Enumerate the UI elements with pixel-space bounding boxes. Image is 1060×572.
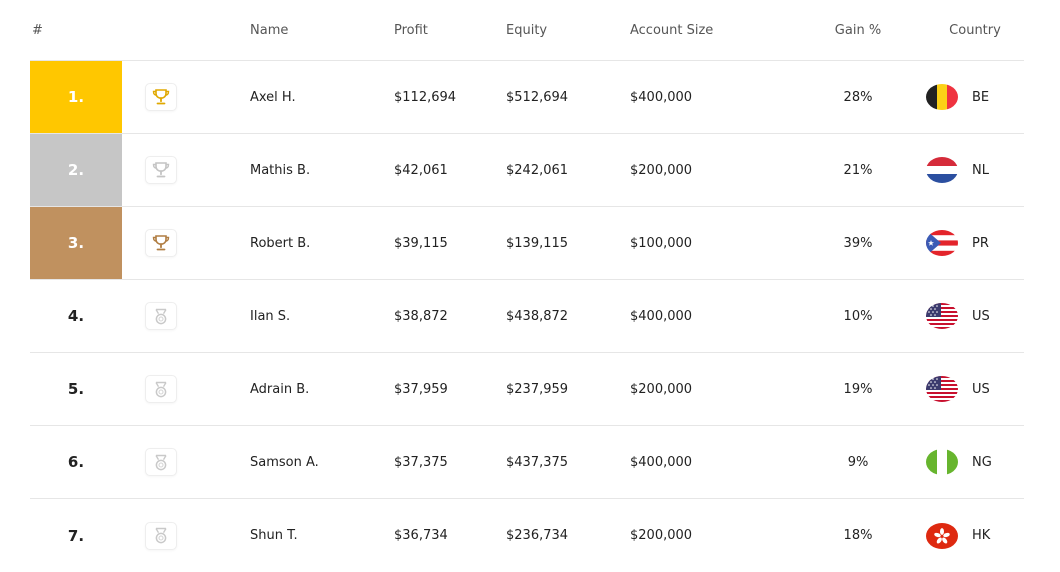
country-code: NL bbox=[972, 162, 989, 178]
table-row: 3. Robert B. $39,115 $139,115 $100,000 3… bbox=[30, 207, 1024, 280]
header-profit: Profit bbox=[394, 22, 428, 38]
header-gain: Gain % bbox=[834, 22, 882, 38]
hong-kong-flag-icon bbox=[926, 522, 958, 549]
account-size-value: $400,000 bbox=[630, 308, 693, 324]
gain-value: 28% bbox=[843, 89, 873, 105]
account-size-value: $400,000 bbox=[630, 454, 693, 470]
usa-flag-icon bbox=[926, 303, 958, 329]
rank-cell: 7. bbox=[67, 526, 85, 545]
gain-value: 39% bbox=[843, 235, 873, 251]
rank-icon-cell bbox=[144, 207, 178, 279]
account-size-value: $200,000 bbox=[630, 381, 693, 397]
trader-name: Axel H. bbox=[250, 89, 296, 105]
nigeria-flag-icon bbox=[926, 449, 958, 475]
belgium-flag-icon bbox=[926, 84, 958, 110]
account-size-value: $400,000 bbox=[630, 89, 693, 105]
country-code: NG bbox=[972, 454, 992, 470]
trader-name: Samson A. bbox=[250, 454, 319, 470]
country-cell: HK bbox=[926, 499, 1024, 572]
table-header: # Name Profit Equity Account Size Gain %… bbox=[30, 0, 1024, 61]
rank-cell: 6. bbox=[67, 453, 85, 471]
gain-value: 19% bbox=[843, 381, 873, 397]
gain-value: 18% bbox=[843, 528, 873, 543]
account-size-value: $100,000 bbox=[630, 235, 693, 251]
puerto-rico-flag-icon bbox=[926, 230, 958, 256]
header-name: Name bbox=[250, 22, 289, 38]
table-row: 2. Mathis B. $42,061 $242,061 $200,000 2… bbox=[30, 134, 1024, 207]
country-code: US bbox=[972, 308, 990, 324]
trader-name: Adrain B. bbox=[250, 381, 310, 397]
usa-flag-icon bbox=[926, 376, 958, 402]
leaderboard-table: # Name Profit Equity Account Size Gain %… bbox=[30, 0, 1024, 572]
medal-icon bbox=[145, 302, 177, 330]
rank-cell: 5. bbox=[67, 380, 85, 398]
rank-icon-cell bbox=[144, 280, 178, 352]
equity-value: $438,872 bbox=[506, 308, 569, 324]
rank-cell: 2. bbox=[30, 134, 122, 206]
trader-name: Mathis B. bbox=[250, 162, 311, 178]
table-row: 5. Adrain B. $37,959 $237,959 $200,000 1… bbox=[30, 353, 1024, 426]
header-account-size: Account Size bbox=[630, 22, 714, 38]
rank-icon-cell bbox=[144, 353, 178, 425]
medal-icon bbox=[145, 521, 177, 550]
medal-icon bbox=[145, 375, 177, 403]
table-row: 1. Axel H. $112,694 $512,694 $400,000 28… bbox=[30, 61, 1024, 134]
country-cell: US bbox=[926, 280, 1024, 352]
rank-icon-cell bbox=[144, 134, 178, 206]
country-code: US bbox=[972, 381, 990, 397]
table-row: 4. Ilan S. $38,872 $438,872 $400,000 10%… bbox=[30, 280, 1024, 353]
country-code: HK bbox=[972, 528, 991, 543]
trader-name: Shun T. bbox=[250, 528, 298, 543]
account-size-value: $200,000 bbox=[630, 162, 693, 178]
rank-icon-cell bbox=[144, 426, 178, 498]
profit-value: $37,375 bbox=[394, 454, 448, 470]
netherlands-flag-icon bbox=[926, 157, 958, 183]
table-row: 7. Shun T. $36,734 $236,734 $200,000 18%… bbox=[30, 499, 1024, 572]
country-cell: PR bbox=[926, 207, 1024, 279]
rank-icon-cell bbox=[144, 61, 178, 133]
gain-value: 9% bbox=[847, 454, 869, 470]
country-code: PR bbox=[972, 235, 989, 251]
profit-value: $36,734 bbox=[394, 528, 448, 543]
gain-value: 10% bbox=[843, 308, 873, 324]
medal-icon bbox=[145, 448, 177, 476]
rank-cell: 3. bbox=[30, 207, 122, 279]
equity-value: $512,694 bbox=[506, 89, 569, 105]
header-equity: Equity bbox=[506, 22, 548, 38]
profit-value: $38,872 bbox=[394, 308, 448, 324]
gain-value: 21% bbox=[843, 162, 873, 178]
rank-icon-cell bbox=[144, 499, 178, 572]
trophy-bronze-icon bbox=[145, 229, 177, 257]
trader-name: Ilan S. bbox=[250, 308, 291, 324]
profit-value: $39,115 bbox=[394, 235, 448, 251]
country-cell: US bbox=[926, 353, 1024, 425]
country-code: BE bbox=[972, 89, 990, 105]
table-row: 6. Samson A. $37,375 $437,375 $400,000 9… bbox=[30, 426, 1024, 499]
profit-value: $37,959 bbox=[394, 381, 448, 397]
trophy-gold-icon bbox=[145, 83, 177, 111]
header-country: Country bbox=[949, 22, 1001, 38]
equity-value: $236,734 bbox=[506, 528, 569, 543]
country-cell: BE bbox=[926, 61, 1024, 133]
header-rank: # bbox=[32, 22, 43, 38]
rank-cell: 1. bbox=[30, 61, 122, 133]
equity-value: $242,061 bbox=[506, 162, 569, 178]
equity-value: $237,959 bbox=[506, 381, 569, 397]
profit-value: $42,061 bbox=[394, 162, 448, 178]
account-size-value: $200,000 bbox=[630, 528, 693, 543]
rank-cell: 4. bbox=[67, 307, 85, 325]
equity-value: $139,115 bbox=[506, 235, 569, 251]
equity-value: $437,375 bbox=[506, 454, 569, 470]
profit-value: $112,694 bbox=[394, 89, 457, 105]
trader-name: Robert B. bbox=[250, 235, 311, 251]
trophy-silver-icon bbox=[145, 156, 177, 184]
country-cell: NG bbox=[926, 426, 1024, 498]
country-cell: NL bbox=[926, 134, 1024, 206]
